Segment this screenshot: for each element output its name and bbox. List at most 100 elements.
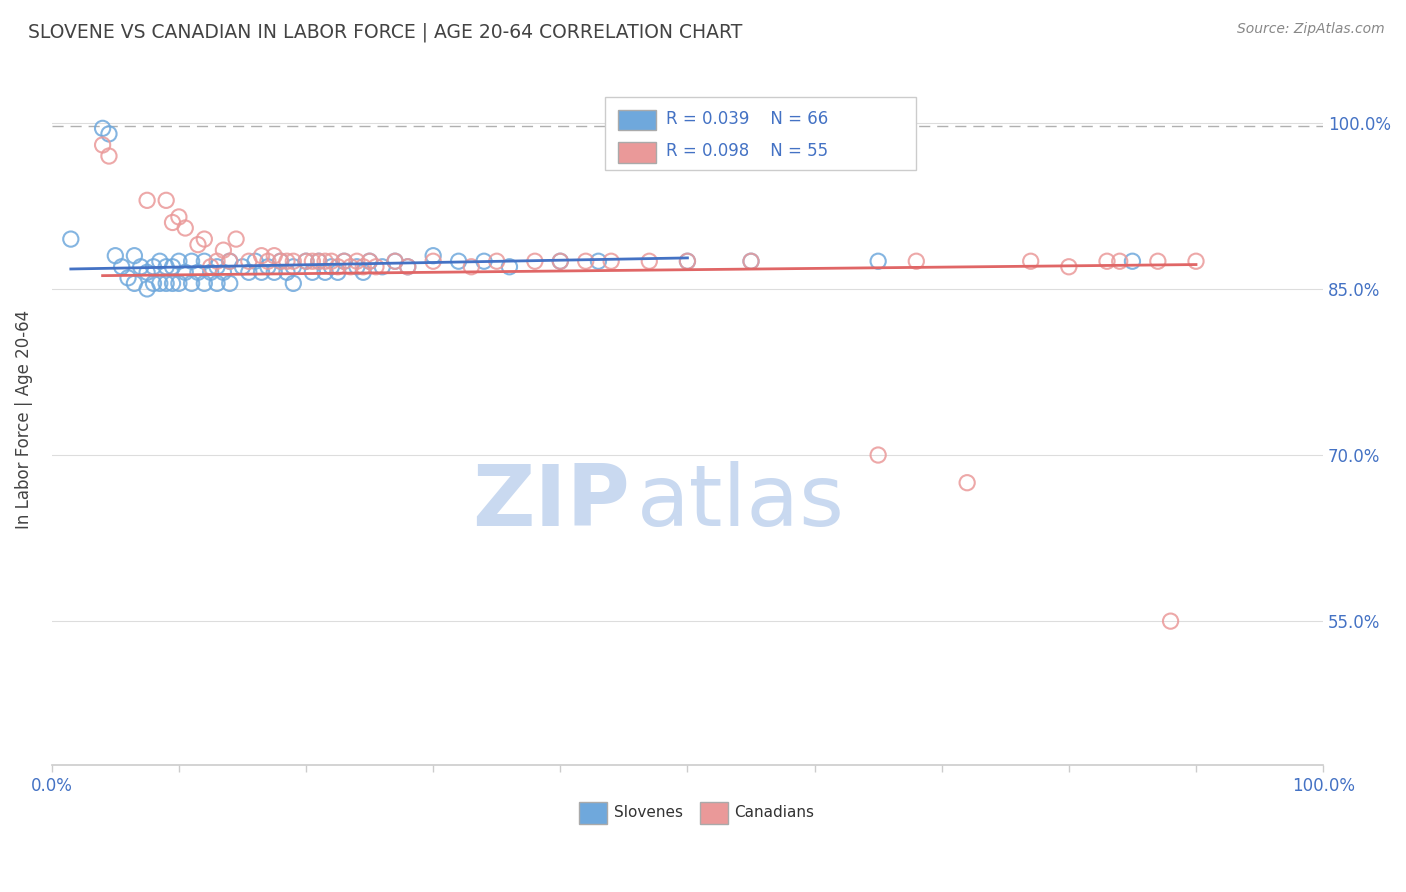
Point — [117, 270, 139, 285]
Text: R = 0.039    N = 66: R = 0.039 N = 66 — [666, 111, 828, 128]
Point — [180, 254, 202, 268]
Point — [740, 254, 762, 268]
Point — [263, 249, 285, 263]
Point — [283, 254, 305, 268]
Text: Canadians: Canadians — [734, 805, 814, 820]
Point — [193, 232, 215, 246]
Point — [333, 254, 356, 268]
Point — [905, 254, 928, 268]
Point — [295, 254, 318, 268]
Point — [868, 254, 890, 268]
Point — [270, 254, 292, 268]
Point — [218, 277, 240, 291]
Point — [638, 254, 661, 268]
Point — [326, 265, 349, 279]
Point — [1019, 254, 1042, 268]
Point — [364, 260, 387, 274]
Point — [243, 254, 266, 268]
Y-axis label: In Labor Force | Age 20-64: In Labor Force | Age 20-64 — [15, 310, 32, 529]
Point — [155, 277, 177, 291]
Point — [124, 249, 146, 263]
Point — [218, 254, 240, 268]
Point — [321, 254, 343, 268]
Point — [384, 254, 406, 268]
Point — [384, 254, 406, 268]
Point — [97, 149, 120, 163]
Point — [174, 265, 197, 279]
Point — [193, 277, 215, 291]
Point — [308, 254, 330, 268]
Text: Slovenes: Slovenes — [613, 805, 683, 820]
Point — [238, 265, 260, 279]
Point — [205, 254, 228, 268]
Point — [460, 260, 482, 274]
Point — [498, 260, 520, 274]
Point — [600, 254, 623, 268]
Point — [523, 254, 546, 268]
Point — [276, 254, 298, 268]
Point — [155, 260, 177, 274]
Point — [136, 282, 159, 296]
Point — [371, 260, 394, 274]
Point — [149, 254, 172, 268]
Point — [142, 277, 165, 291]
Point — [212, 265, 235, 279]
Text: ZIP: ZIP — [472, 460, 630, 543]
Point — [1121, 254, 1143, 268]
Point — [301, 265, 323, 279]
Text: Source: ZipAtlas.com: Source: ZipAtlas.com — [1237, 22, 1385, 37]
Point — [1095, 254, 1118, 268]
Point — [155, 194, 177, 208]
Point — [250, 265, 273, 279]
FancyBboxPatch shape — [579, 802, 607, 824]
Point — [162, 260, 184, 274]
Text: SLOVENE VS CANADIAN IN LABOR FORCE | AGE 20-64 CORRELATION CHART: SLOVENE VS CANADIAN IN LABOR FORCE | AGE… — [28, 22, 742, 42]
Point — [676, 254, 699, 268]
Point — [676, 254, 699, 268]
Point — [91, 138, 114, 153]
Point — [104, 249, 127, 263]
Point — [485, 254, 508, 268]
Point — [396, 260, 419, 274]
Point — [187, 265, 209, 279]
Point — [359, 254, 381, 268]
Point — [472, 254, 495, 268]
FancyBboxPatch shape — [617, 110, 655, 130]
Point — [301, 254, 323, 268]
Point — [167, 277, 190, 291]
Point — [136, 265, 159, 279]
Point — [111, 260, 134, 274]
Point — [276, 265, 298, 279]
Point — [124, 277, 146, 291]
FancyBboxPatch shape — [700, 802, 728, 824]
Point — [270, 254, 292, 268]
Point — [1160, 614, 1182, 628]
Point — [193, 254, 215, 268]
Point — [314, 265, 336, 279]
Point — [314, 254, 336, 268]
Point — [263, 265, 285, 279]
Point — [422, 249, 444, 263]
Point — [575, 254, 598, 268]
Point — [136, 194, 159, 208]
Point — [326, 260, 349, 274]
Point — [250, 249, 273, 263]
Point — [167, 210, 190, 224]
Point — [91, 121, 114, 136]
Point — [225, 232, 247, 246]
Point — [205, 277, 228, 291]
Text: atlas: atlas — [637, 460, 845, 543]
Point — [162, 277, 184, 291]
Point — [1147, 254, 1170, 268]
Point — [218, 254, 240, 268]
Point — [339, 260, 361, 274]
Point — [283, 260, 305, 274]
Point — [359, 254, 381, 268]
Point — [1185, 254, 1208, 268]
Point — [200, 265, 222, 279]
FancyBboxPatch shape — [605, 97, 917, 169]
Point — [295, 254, 318, 268]
Point — [956, 475, 979, 490]
Point — [129, 260, 152, 274]
Point — [346, 260, 368, 274]
